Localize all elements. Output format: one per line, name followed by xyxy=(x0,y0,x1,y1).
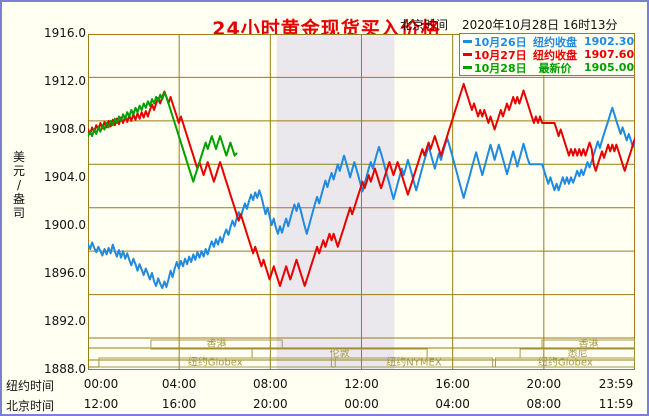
session-label: 香港 xyxy=(207,339,227,351)
y-axis-tick-label: 1904.0 xyxy=(44,170,86,184)
y-axis-tick-label: 1908.0 xyxy=(44,122,86,136)
x-axis-tick-label: 12:00 xyxy=(344,377,379,391)
y-axis-label-char: 司 xyxy=(12,206,25,220)
session-label: 香港 xyxy=(579,339,599,351)
series-line xyxy=(88,91,238,183)
x-axis-tick-label: 08:00 xyxy=(253,377,288,391)
y-axis-tick-label: 1912.0 xyxy=(44,74,86,88)
y-axis-tick-label: 1916.0 xyxy=(44,26,86,40)
x-axis-row-label: 北京时间 xyxy=(6,399,55,413)
x-axis-tick-label: 11:59 xyxy=(598,397,634,411)
session-bar xyxy=(150,339,283,350)
plot-area: 香港 香港 伦敦 悉尼 纽约Globex 纽约NYMEX 纽约Globex xyxy=(88,34,635,370)
y-axis-label-char: 元 xyxy=(12,164,25,178)
x-axis-newyork-time: 纽约时间 00:00 04:00 08:00 12:00 16:00 20:00 23:59 xyxy=(2,376,647,394)
x-axis-tick-label: 23:59 xyxy=(598,377,634,391)
legend-date: 10月28日 xyxy=(474,61,527,75)
x-axis-tick-label: 20:00 xyxy=(253,397,288,411)
legend-color-swatch xyxy=(463,66,472,69)
legend-row: 10月26日 纽约收盘 1902.30 xyxy=(460,35,635,49)
y-axis-tick-label: 1896.0 xyxy=(44,266,86,280)
y-axis-label-char: / xyxy=(16,178,22,192)
series-line xyxy=(88,82,635,287)
y-axis: 美元 / 盎司 1916.0 1912.0 1908.0 1904.0 1900.0 1896… xyxy=(2,2,86,414)
y-axis-tick-label: 1888.0 xyxy=(44,362,86,376)
legend-kind: 纽约收盘 xyxy=(533,48,577,62)
nymex-session-shade xyxy=(276,34,395,370)
session-label: 纽约Globex xyxy=(538,356,593,369)
legend-date: 10月27日 xyxy=(474,48,527,62)
x-axis-tick-label: 00:00 xyxy=(344,397,379,411)
session-label: 伦敦 xyxy=(330,347,350,360)
x-axis-tick-label: 12:00 xyxy=(83,397,119,411)
y-axis-tick-label: 1892.0 xyxy=(44,314,86,328)
x-axis-row-label: 纽约时间 xyxy=(6,379,55,393)
session-bar xyxy=(98,357,332,368)
legend-value: 1902.30 xyxy=(584,35,635,48)
x-axis-tick-label: 00:00 xyxy=(83,377,119,391)
plot-frame xyxy=(88,34,635,370)
y-axis-label: 美元 / 盎司 xyxy=(8,150,30,220)
legend: 10月26日 纽约收盘 1902.30 10月27日 纽约收盘 1907.60 10月28日… xyxy=(459,33,635,76)
y-axis-label-char: 美 xyxy=(12,150,25,164)
x-axis-tick-label: 20:00 xyxy=(526,377,562,391)
legend-row: 10月27日 纽约收盘 1907.60 xyxy=(460,48,635,62)
legend-color-swatch xyxy=(463,53,472,56)
legend-row: 10月28日 最新价 1905.00 xyxy=(460,61,635,75)
legend-color-swatch xyxy=(463,40,472,43)
x-axis-tick-label: 16:00 xyxy=(435,377,470,391)
beijing-time-label: 北京时间 xyxy=(400,18,449,32)
session-label: 悉尼 xyxy=(568,348,588,360)
session-label: 纽约NYMEX xyxy=(386,356,442,369)
x-axis-tick-label: 08:00 xyxy=(526,397,562,411)
y-axis-label-char: 盎 xyxy=(12,192,25,206)
x-axis-tick-label: 04:00 xyxy=(435,397,470,411)
x-axis-tick-label: 04:00 xyxy=(161,377,197,391)
legend-value: 1905.00 xyxy=(584,61,635,74)
legend-kind: 最新价 xyxy=(538,61,572,75)
session-bar xyxy=(334,357,494,368)
beijing-time-stamp: 北京时间 2020年10月28日 16时13分 xyxy=(400,16,617,33)
legend-date: 10月26日 xyxy=(474,35,527,49)
y-axis-tick-label: 1900.0 xyxy=(44,218,86,232)
legend-kind: 纽约收盘 xyxy=(533,35,577,49)
x-axis-tick-label: 16:00 xyxy=(161,397,197,411)
session-bar xyxy=(495,357,635,368)
session-label: 纽约Globex xyxy=(188,356,243,369)
beijing-time-value: 2020年10月28日 16时13分 xyxy=(462,18,618,32)
legend-value: 1907.60 xyxy=(584,48,635,61)
x-axis-beijing-time: 北京时间 12:00 16:00 20:00 00:00 04:00 08:00 11:59 xyxy=(2,396,647,414)
